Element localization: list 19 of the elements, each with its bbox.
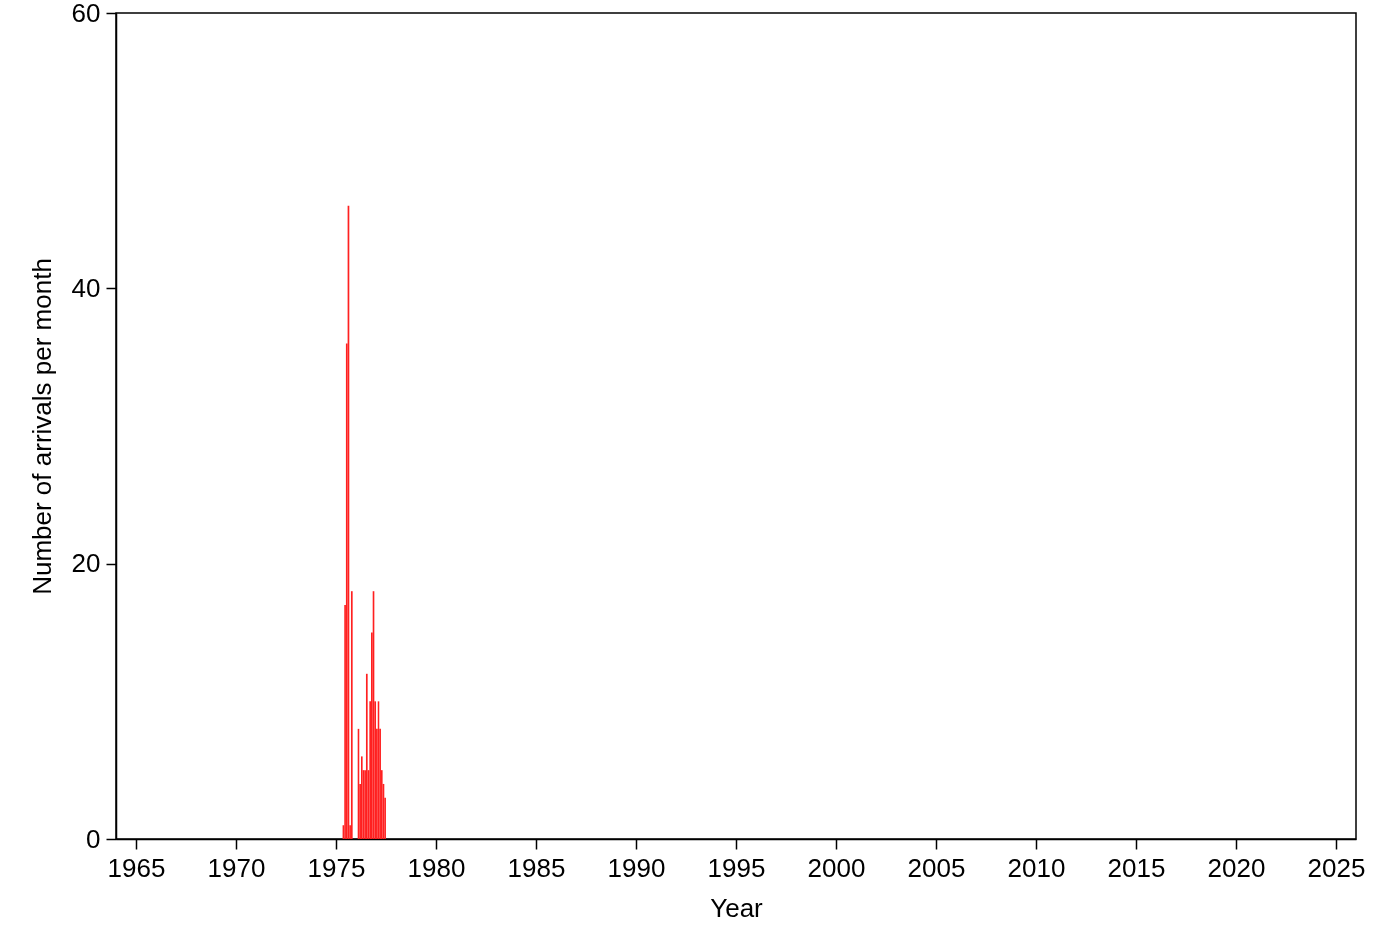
y-tick-label: 40 <box>71 272 101 303</box>
x-tick-label: 2010 <box>1007 852 1066 883</box>
x-tick-label: 1990 <box>607 852 666 883</box>
y-tick-label: 20 <box>71 548 101 579</box>
y-tick-label: 0 <box>86 823 101 854</box>
x-tick-label: 1970 <box>207 852 266 883</box>
x-tick-label: 1980 <box>407 852 466 883</box>
x-tick-label: 2020 <box>1207 852 1266 883</box>
x-tick-label: 1975 <box>307 852 366 883</box>
x-tick-label: 1995 <box>707 852 766 883</box>
x-tick-label: 2000 <box>807 852 866 883</box>
x-tick-label: 2005 <box>907 852 966 883</box>
x-tick-label: 1985 <box>507 852 566 883</box>
x-tick-label: 1965 <box>107 852 166 883</box>
x-tick-label: 2025 <box>1307 852 1366 883</box>
y-tick-label: 60 <box>71 0 101 28</box>
y-axis-title: Number of arrivals per month <box>26 258 57 595</box>
x-axis-title: Year <box>710 892 764 923</box>
x-tick-label: 2015 <box>1107 852 1166 883</box>
